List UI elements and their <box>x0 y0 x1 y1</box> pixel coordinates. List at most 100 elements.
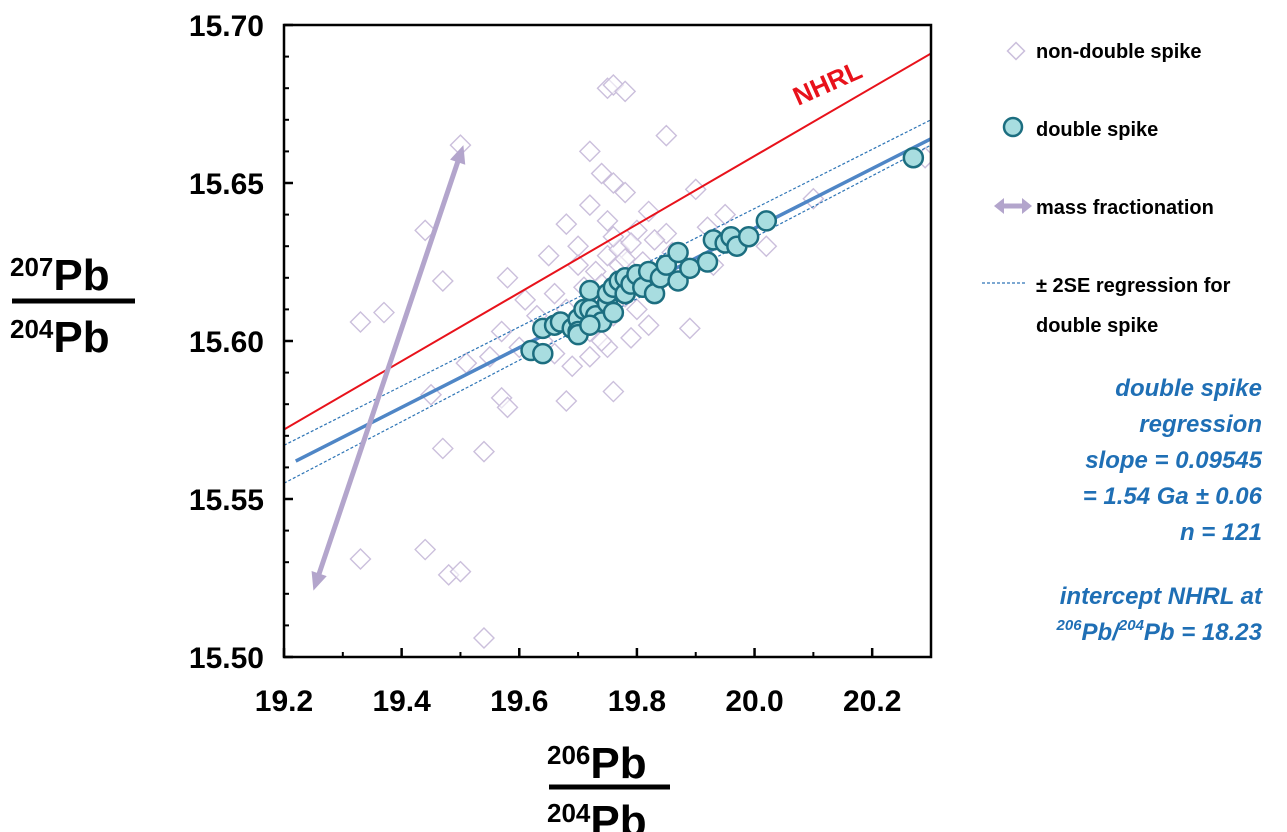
annotation-line: double spike <box>1115 375 1262 402</box>
diamond-point <box>561 355 584 378</box>
nhrl-line <box>284 52 931 431</box>
diamond-point <box>590 330 613 352</box>
diamond-point <box>620 326 643 349</box>
axes: 19.2 19.4 19.6 19.8 20.0 20.2 15.50 15.55 15.60 1… <box>189 10 933 718</box>
circle-point <box>602 301 625 324</box>
diamond-point <box>755 235 778 258</box>
intercept-line-2: 206Pb/204Pb = 18.23 <box>1056 617 1263 646</box>
diamond-point <box>620 232 643 255</box>
x-axis-label: 206Pb 204Pb <box>547 739 670 832</box>
diamond-point <box>614 181 637 204</box>
circle-point <box>679 257 701 280</box>
diamond-point <box>590 162 613 185</box>
diamond-point <box>643 228 666 251</box>
legend-label: mass fractionation <box>1036 197 1214 219</box>
x-tick-label: 19.2 <box>255 685 313 718</box>
x-tick-label: 20.0 <box>725 685 783 718</box>
x-label-num-sup: 206 <box>547 740 590 770</box>
diamond-point <box>431 437 454 460</box>
plot-content <box>284 52 931 650</box>
y-tick-label: 15.50 <box>189 642 264 675</box>
circle-point <box>902 146 925 169</box>
x-label-den-sup: 204 <box>547 798 591 828</box>
legend-label: double spike <box>1036 119 1158 141</box>
diamond-point <box>373 301 395 324</box>
diamond-point <box>555 213 578 236</box>
diamond-point <box>678 317 701 340</box>
diamond-point <box>578 194 601 217</box>
diamond-point <box>543 282 566 305</box>
legend: non-double spike double spike mass fract… <box>982 41 1231 337</box>
annotation-line: slope = 0.09545 <box>1085 447 1262 474</box>
y-axis-label: 207Pb 204Pb <box>10 251 135 362</box>
legend-label-line2: double spike <box>1036 315 1158 337</box>
diamond-point <box>349 311 372 334</box>
nhrl-label: NHRL <box>788 55 866 112</box>
legend-item-2se-regression: ± 2SE regression for double spike <box>982 275 1231 337</box>
diamond-point <box>578 140 601 163</box>
x-label-num-el: Pb <box>590 739 646 788</box>
y-tick-label: 15.55 <box>189 484 264 517</box>
x-label-den-el: Pb <box>590 797 646 832</box>
diamond-point <box>637 200 660 223</box>
diamond-point <box>555 390 578 413</box>
circle-point <box>755 210 778 232</box>
svg-text:204Pb: 204Pb <box>10 313 110 362</box>
x-tick-label: 19.4 <box>372 685 431 718</box>
legend-item-mass-fractionation: mass fractionation <box>994 197 1214 219</box>
arrow-head-icon <box>450 145 466 165</box>
intercept-annotation: intercept NHRL at 206Pb/204Pb = 18.23 <box>1056 583 1263 646</box>
y-tick-label: 15.60 <box>189 326 264 359</box>
diamond-point <box>567 235 590 258</box>
annotation-line: n = 121 <box>1180 519 1262 546</box>
y-tick-label: 15.65 <box>189 168 264 201</box>
mass-fractionation-arrow <box>315 157 462 578</box>
diamond-point <box>472 440 495 463</box>
legend-label: non-double spike <box>1036 41 1202 63</box>
y-label-num-el: Pb <box>53 251 109 300</box>
x-tick-label: 20.2 <box>843 685 901 718</box>
svg-text:207Pb: 207Pb <box>10 251 110 300</box>
diamond-point <box>496 396 519 419</box>
legend-item-double-spike: double spike <box>1002 116 1158 141</box>
diamond-point <box>490 320 513 343</box>
circle-point <box>579 314 601 336</box>
intercept-line-1: intercept NHRL at <box>1060 583 1263 610</box>
diamond-point <box>496 266 519 289</box>
diamond-point <box>349 548 372 571</box>
annotation-line: regression <box>1139 411 1262 438</box>
y-label-den-el: Pb <box>53 313 109 362</box>
circle-point <box>579 279 601 302</box>
diamond-point <box>596 209 619 232</box>
x-tick-label: 19.6 <box>490 685 548 718</box>
y-label-num-sup: 207 <box>10 252 53 282</box>
diamond-point <box>537 244 560 267</box>
circle-marker-icon <box>1002 116 1024 138</box>
svg-text:204Pb: 204Pb <box>547 797 647 832</box>
diamond-point <box>655 124 678 147</box>
double-arrow-icon <box>994 198 1032 214</box>
plot-area <box>284 52 931 650</box>
x-tick-label: 19.8 <box>608 685 666 718</box>
diamond-point <box>514 288 537 311</box>
annotation-line: = 1.54 Ga ± 0.06 <box>1083 483 1263 510</box>
y-tick-label: 15.70 <box>189 10 264 43</box>
diamond-point <box>414 219 437 242</box>
diamond-point <box>637 314 660 337</box>
diamond-marker-icon <box>1006 41 1026 61</box>
diamond-point <box>472 627 495 650</box>
diamond-point <box>602 380 625 403</box>
diamond-point <box>449 560 472 583</box>
diamond-point <box>602 172 625 194</box>
diamond-point <box>614 80 637 103</box>
legend-label: ± 2SE regression for <box>1036 275 1231 297</box>
diamond-point <box>714 203 737 226</box>
diamond-point <box>414 538 437 561</box>
circle-point <box>667 241 689 264</box>
circle-point <box>532 342 554 365</box>
diamond-point <box>431 269 454 292</box>
diamond-point <box>625 298 648 321</box>
arrow-head-icon <box>311 571 327 591</box>
y-label-den-sup: 204 <box>10 314 54 344</box>
